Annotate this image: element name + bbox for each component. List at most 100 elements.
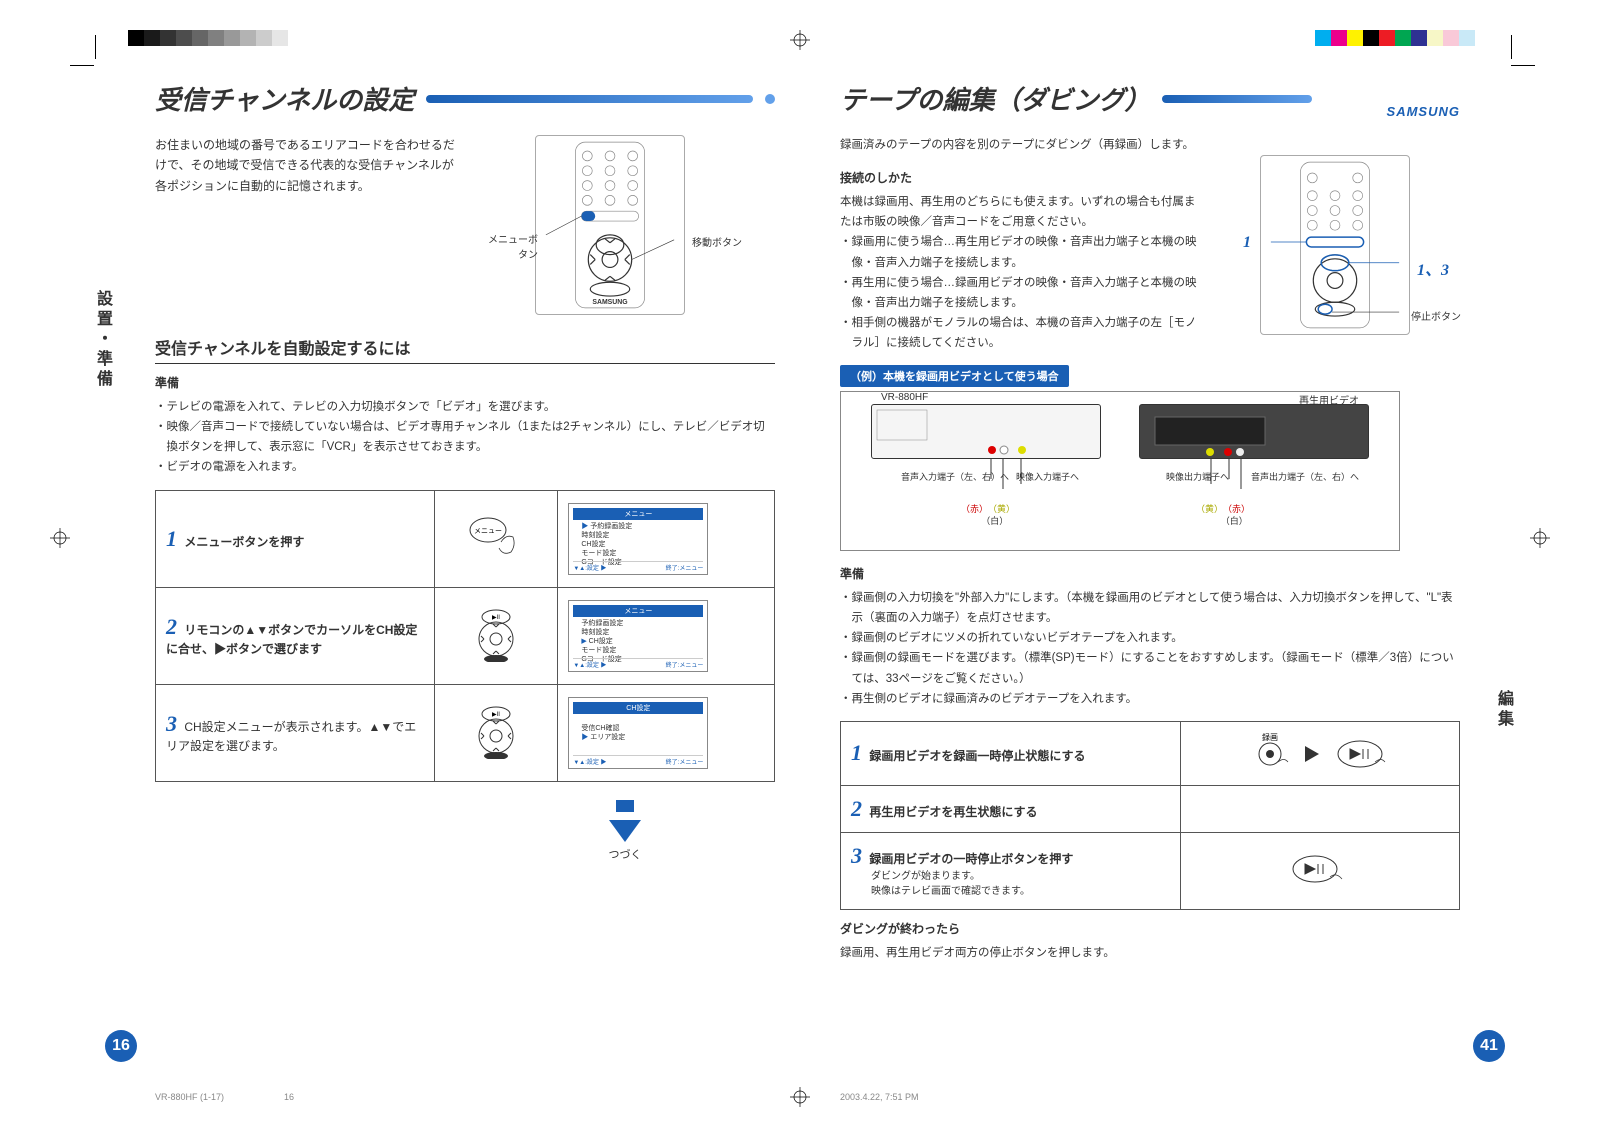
a-audio-label: 音声入力端子（左、右）へ xyxy=(901,472,1009,484)
end-heading: ダビングが終わったら xyxy=(840,920,1460,937)
prep-heading-r: 準備 xyxy=(840,565,1460,582)
menu-item: CH設定 xyxy=(573,637,703,646)
title-bar xyxy=(1162,95,1312,103)
cmyk-bar xyxy=(1315,30,1475,46)
prep-item: テレビの電源を入れて、テレビの入力切換ボタンで「ビデオ」を選びます。 xyxy=(155,397,775,417)
reg-mark-bottom xyxy=(790,1087,810,1107)
menu-item: モード設定 xyxy=(573,646,703,655)
menu-item: 予約録画設定 xyxy=(573,522,703,531)
remote-diagram: SAMSUNG メニューボタン 移動ボタン xyxy=(535,135,685,315)
menu-item: 予約録画設定 xyxy=(573,619,703,628)
step-num: 1 xyxy=(166,526,177,551)
reg-mark-top xyxy=(790,30,810,50)
prep-item: 録画側のビデオにツメの折れていないビデオテープを入れます。 xyxy=(840,628,1460,648)
step-num: 2 xyxy=(851,796,862,821)
side-label-right: 編集 xyxy=(1491,690,1515,730)
arrow-down-icon xyxy=(609,820,641,842)
vcr-unit-a xyxy=(871,404,1101,459)
end-body: 録画用、再生用ビデオ両方の停止ボタンを押します。 xyxy=(840,943,1460,963)
conn-item: 相手側の機器がモノラルの場合は、本機の音声入力端子の左［モノラル］に接続してくだ… xyxy=(840,313,1200,353)
dpad-icon: ▶II xyxy=(466,607,526,662)
conn-list: 録画用に使う場合…再生用ビデオの映像・音声出力端子と本機の映像・音声入力端子を接… xyxy=(840,232,1200,353)
prep-list: テレビの電源を入れて、テレビの入力切換ボタンで「ビデオ」を選びます。 映像／音声… xyxy=(155,397,775,478)
right-page: SAMSUNG テープの編集（ダビング） 録画済みのテープの内容を別のテープにダ… xyxy=(840,80,1460,963)
menu-btn-label: メニューボタン xyxy=(488,231,538,261)
reg-mark-right xyxy=(1530,528,1550,548)
step-row: 3 録画用ビデオの一時停止ボタンを押す ダビングが始まります。 映像はテレビ画面… xyxy=(841,832,1460,909)
menu-item: エリア設定 xyxy=(573,733,703,742)
prep-item: ビデオの電源を入れます。 xyxy=(155,457,775,477)
intro-text: 録画済みのテープの内容を別のテープにダビング（再録画）します。 xyxy=(840,135,1200,155)
step-text: 再生用ビデオを再生状態にする xyxy=(869,805,1037,819)
grayscale-bar xyxy=(128,30,288,46)
example-label: （例）本機を録画用ビデオとして使う場合 xyxy=(840,365,1069,387)
footer-timestamp: 2003.4.22, 7:51 PM xyxy=(840,1092,919,1102)
menu-press-icon: メニュー xyxy=(466,512,526,562)
menu-screen: CH設定 受信CH確認 エリア設定 ▼▲:設定 ▶終了:メニュー xyxy=(568,697,708,769)
conn-heading: 接続のしかた xyxy=(840,169,1200,186)
svg-text:録画: 録画 xyxy=(1262,732,1278,742)
intro-text: お住まいの地域の番号であるエリアコードを合わせるだけで、その地域で受信できる代表… xyxy=(155,135,465,196)
menu-title: メニュー xyxy=(573,605,703,617)
prep-item: 映像／音声コードで接続していない場合は、ビデオ専用チャンネル（1または2チャンネ… xyxy=(155,417,775,457)
menu-item: 受信CH確認 xyxy=(573,724,703,733)
step-num: 2 xyxy=(166,614,177,639)
step-text: リモコンの▲▼ボタンでカーソルをCH設定に合せ、▶ボタンで選びます xyxy=(166,623,417,656)
menu-screen: メニュー 予約録画設定 時刻設定 CH設定 モード設定 Gコード設定 ▼▲:設定… xyxy=(568,503,708,575)
move-btn-label: 移動ボタン xyxy=(692,234,742,249)
footer-page: 16 xyxy=(284,1092,294,1102)
rec-pause-icons: 録画 xyxy=(1250,732,1390,772)
section-title: 受信チャンネルを自動設定するには xyxy=(155,335,775,364)
step-text: CH設定メニューが表示されます。▲▼でエリア設定を選びます。 xyxy=(166,720,416,753)
play-pause-icon xyxy=(1285,851,1355,887)
step-num: 3 xyxy=(166,711,177,736)
title-dot xyxy=(765,94,775,104)
cable-lines xyxy=(841,457,1401,547)
reg-mark-left xyxy=(50,528,70,548)
menu-title: メニュー xyxy=(573,508,703,520)
step-row: 1 メニューボタンを押す メニュー メニュー 予約録画設定 時刻設定 CH設定 … xyxy=(156,490,775,587)
footer-model: VR-880HF (1-17) xyxy=(155,1092,224,1102)
prep-item: 録画側の入力切換を"外部入力"にします。（本機を録画用のビデオとして使う場合は、… xyxy=(840,588,1460,628)
page-num-right: 41 xyxy=(1473,1030,1505,1062)
svg-text:SAMSUNG: SAMSUNG xyxy=(592,299,627,306)
steps-table: 1 メニューボタンを押す メニュー メニュー 予約録画設定 時刻設定 CH設定 … xyxy=(155,490,775,782)
trim-line xyxy=(70,65,94,66)
prep-heading: 準備 xyxy=(155,374,775,391)
menu-screen: メニュー 予約録画設定 時刻設定 CH設定 モード設定 Gコード設定 ▼▲:設定… xyxy=(568,600,708,672)
menu-item: 時刻設定 xyxy=(573,531,703,540)
step-row: 3 CH設定メニューが表示されます。▲▼でエリア設定を選びます。 ▶II CH設… xyxy=(156,684,775,781)
footer-left: VR-880HF (1-17) 16 xyxy=(155,1092,294,1102)
side-label-left: 設置・準備 xyxy=(90,290,114,390)
continue-label: つづく xyxy=(555,846,695,862)
title-text: 受信チャンネルの設定 xyxy=(155,80,414,117)
menu-item: モード設定 xyxy=(573,549,703,558)
conn-body: 本機は録画用、再生用のどちらにも使えます。いずれの場合も付属または市販の映像／音… xyxy=(840,192,1200,232)
step-num: 3 xyxy=(851,843,862,868)
conn-item: 録画用に使う場合…再生用ビデオの映像・音声出力端子と本機の映像・音声入力端子を接… xyxy=(840,232,1200,272)
step-text: 録画用ビデオを録画一時停止状態にする xyxy=(869,749,1085,763)
trim-line xyxy=(1511,65,1535,66)
title-text: テープの編集（ダビング） xyxy=(840,80,1150,117)
svg-text:メニュー: メニュー xyxy=(474,528,502,535)
samsung-logo: SAMSUNG xyxy=(1387,104,1460,119)
callout-2: 1、3 xyxy=(1417,256,1449,280)
b-colors: （黄） （赤） （白） xyxy=(1196,504,1250,527)
callout-stop: 停止ボタン xyxy=(1411,308,1461,323)
step-text: メニューボタンを押す xyxy=(184,535,304,549)
step-text: 録画用ビデオの一時停止ボタンを押す xyxy=(869,852,1073,866)
svg-text:▶II: ▶II xyxy=(492,712,500,718)
menu-title: CH設定 xyxy=(573,702,703,714)
step-note: 映像はテレビ画面で確認できます。 xyxy=(871,884,1170,899)
a-colors: （赤） （黄） （白） xyxy=(961,504,1015,527)
step-row: 2 リモコンの▲▼ボタンでカーソルをCH設定に合せ、▶ボタンで選びます ▶II … xyxy=(156,587,775,684)
trim-line xyxy=(1511,35,1512,59)
page-title-left: 受信チャンネルの設定 xyxy=(155,80,775,117)
unit-a-label: VR-880HF xyxy=(881,392,928,403)
prep-list-r: 録画側の入力切換を"外部入力"にします。（本機を録画用のビデオとして使う場合は、… xyxy=(840,588,1460,709)
vcr-unit-b xyxy=(1139,404,1369,459)
b-audio-label: 音声出力端子（左、右）へ xyxy=(1251,472,1359,484)
svg-text:▶II: ▶II xyxy=(492,615,500,621)
step-row: 1 録画用ビデオを録画一時停止状態にする 録画 xyxy=(841,721,1460,785)
page-title-right: テープの編集（ダビング） xyxy=(840,80,1460,117)
